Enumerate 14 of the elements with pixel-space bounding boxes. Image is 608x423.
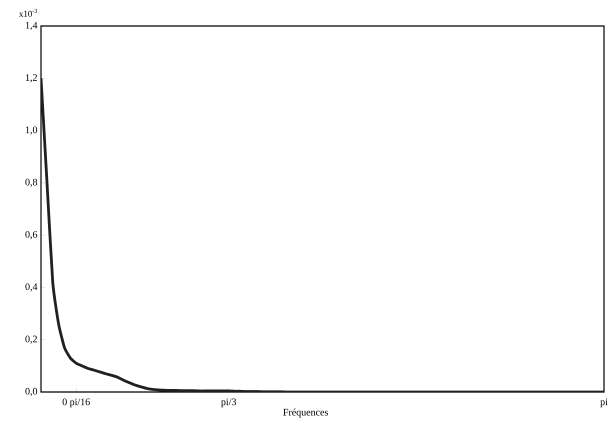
text: x10$^{-3}$: [18, 8, 38, 17]
line-series: [41, 76, 604, 392]
y-tick-label: 0,4: [25, 283, 38, 292]
x-tick-label: pi/3: [221, 398, 236, 408]
y-tick-label: 1,4: [26, 22, 38, 30]
y-tick-label: 0,6: [25, 231, 38, 240]
x-axis-title: Fréquences: [283, 408, 328, 418]
y-tick-label: 0,0: [25, 388, 38, 396]
x-tick-label: pi: [600, 398, 608, 408]
y-tick-label: 1,0: [26, 126, 38, 135]
y-tick-label: 0,2: [25, 336, 37, 344]
x-tick-label: 0 pi/16: [62, 398, 90, 408]
y-tick-label: 1,2: [26, 74, 37, 82]
y-tick-label: 0,8: [25, 178, 38, 187]
